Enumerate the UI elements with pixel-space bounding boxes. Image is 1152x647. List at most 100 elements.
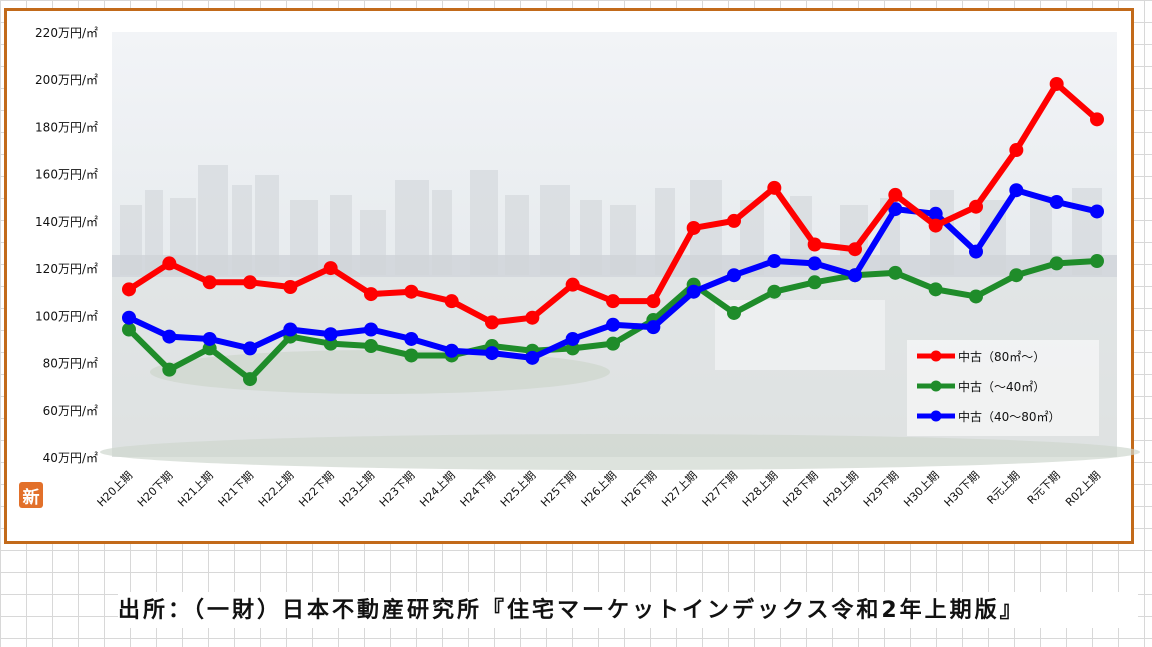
- data-point: [122, 322, 136, 337]
- building-shape: [145, 190, 163, 275]
- data-point: [485, 315, 499, 330]
- data-point: [888, 202, 903, 217]
- x-tick-label: H24下期: [458, 469, 499, 510]
- data-point: [364, 339, 378, 354]
- legend-marker: [930, 350, 942, 362]
- x-tick-label: H25下期: [538, 469, 579, 510]
- y-tick-label: 100万円/㎡: [35, 309, 98, 323]
- x-tick-label: H23下期: [377, 469, 418, 510]
- x-tick-label: H30下期: [942, 469, 983, 510]
- data-point: [807, 237, 822, 252]
- x-tick-label: H20下期: [135, 469, 176, 510]
- legend-label: 中古（～40㎡）: [958, 379, 1045, 394]
- data-point: [888, 187, 903, 202]
- legend-marker: [930, 410, 942, 422]
- x-tick-label: H30上期: [901, 469, 942, 510]
- data-point: [767, 180, 782, 195]
- data-point: [1090, 254, 1104, 269]
- y-tick-label: 180万円/㎡: [35, 120, 98, 134]
- source-caption: 出所：（一財）日本不動産研究所『住宅マーケットインデックス令和2年上期版』: [118, 592, 1138, 628]
- data-point: [243, 275, 257, 290]
- data-point: [283, 280, 298, 294]
- data-point: [767, 284, 782, 299]
- y-tick-label: 200万円/㎡: [35, 73, 98, 87]
- x-tick-label: H24上期: [417, 469, 458, 510]
- data-point: [1049, 195, 1064, 209]
- x-tick-label: H29上期: [821, 469, 862, 510]
- x-tick-label: H28上期: [740, 469, 781, 510]
- x-tick-label: H21下期: [216, 469, 257, 510]
- shoreline-shape: [100, 434, 1140, 470]
- data-point: [928, 218, 943, 233]
- data-point: [404, 284, 419, 299]
- series-group: [122, 76, 1104, 330]
- x-tick-label: H22上期: [256, 469, 297, 510]
- y-tick-label: 160万円/㎡: [35, 168, 98, 182]
- data-point: [1009, 268, 1024, 283]
- data-point: [606, 294, 620, 309]
- data-point: [807, 256, 822, 271]
- data-point: [243, 372, 257, 387]
- y-tick-label: 40万円/㎡: [43, 451, 98, 465]
- data-point: [162, 329, 177, 344]
- data-point: [606, 336, 620, 351]
- data-point: [969, 289, 983, 304]
- x-tick-label: H27上期: [659, 469, 700, 510]
- data-point: [283, 322, 298, 337]
- data-point: [323, 327, 338, 342]
- data-point: [404, 331, 419, 346]
- data-point: [1009, 143, 1024, 158]
- data-point: [202, 275, 217, 290]
- y-tick-label: 80万円/㎡: [43, 357, 98, 371]
- data-point: [525, 350, 540, 365]
- data-point: [122, 310, 136, 325]
- data-point: [565, 277, 580, 292]
- data-point: [646, 294, 661, 309]
- data-point: [928, 282, 943, 297]
- data-point: [162, 256, 177, 271]
- data-point: [848, 242, 862, 257]
- data-point: [444, 343, 459, 358]
- data-point: [646, 320, 661, 335]
- x-tick-label: R元上期: [985, 469, 1023, 507]
- data-point: [485, 346, 499, 361]
- nikkei-logo-icon: 新: [19, 482, 43, 508]
- building-shape: [232, 185, 252, 275]
- bridge-deck: [112, 255, 1117, 277]
- x-tick-label: H26下期: [619, 469, 660, 510]
- data-point: [1009, 183, 1024, 198]
- data-point: [807, 275, 822, 290]
- data-point: [888, 265, 903, 280]
- data-point: [727, 305, 741, 320]
- y-tick-label: 140万円/㎡: [35, 215, 98, 229]
- data-point: [565, 331, 580, 346]
- data-point: [767, 254, 782, 269]
- data-point: [686, 220, 701, 235]
- data-point: [606, 317, 620, 332]
- data-point: [323, 261, 338, 276]
- data-point: [727, 213, 741, 228]
- x-tick-label: R元下期: [1025, 469, 1063, 507]
- x-tick-label: H22下期: [296, 469, 337, 510]
- data-point: [969, 199, 983, 214]
- data-point: [1049, 256, 1064, 271]
- data-point: [928, 206, 943, 221]
- data-point: [969, 244, 983, 259]
- data-point: [202, 331, 217, 346]
- legend-label: 中古（80㎡～）: [958, 349, 1045, 364]
- data-point: [686, 284, 701, 299]
- y-tick-label: 60万円/㎡: [43, 404, 98, 418]
- data-point: [364, 322, 378, 337]
- data-point: [162, 362, 177, 377]
- building-shape: [432, 190, 452, 275]
- x-tick-label: H27下期: [700, 469, 741, 510]
- data-point: [364, 287, 378, 302]
- x-tick-label: H25上期: [498, 469, 539, 510]
- data-point: [525, 310, 540, 325]
- building-shape: [715, 300, 885, 370]
- data-point: [848, 268, 862, 283]
- series-group: [122, 254, 1104, 387]
- data-point: [1049, 76, 1064, 91]
- x-tick-label: H26上期: [579, 469, 620, 510]
